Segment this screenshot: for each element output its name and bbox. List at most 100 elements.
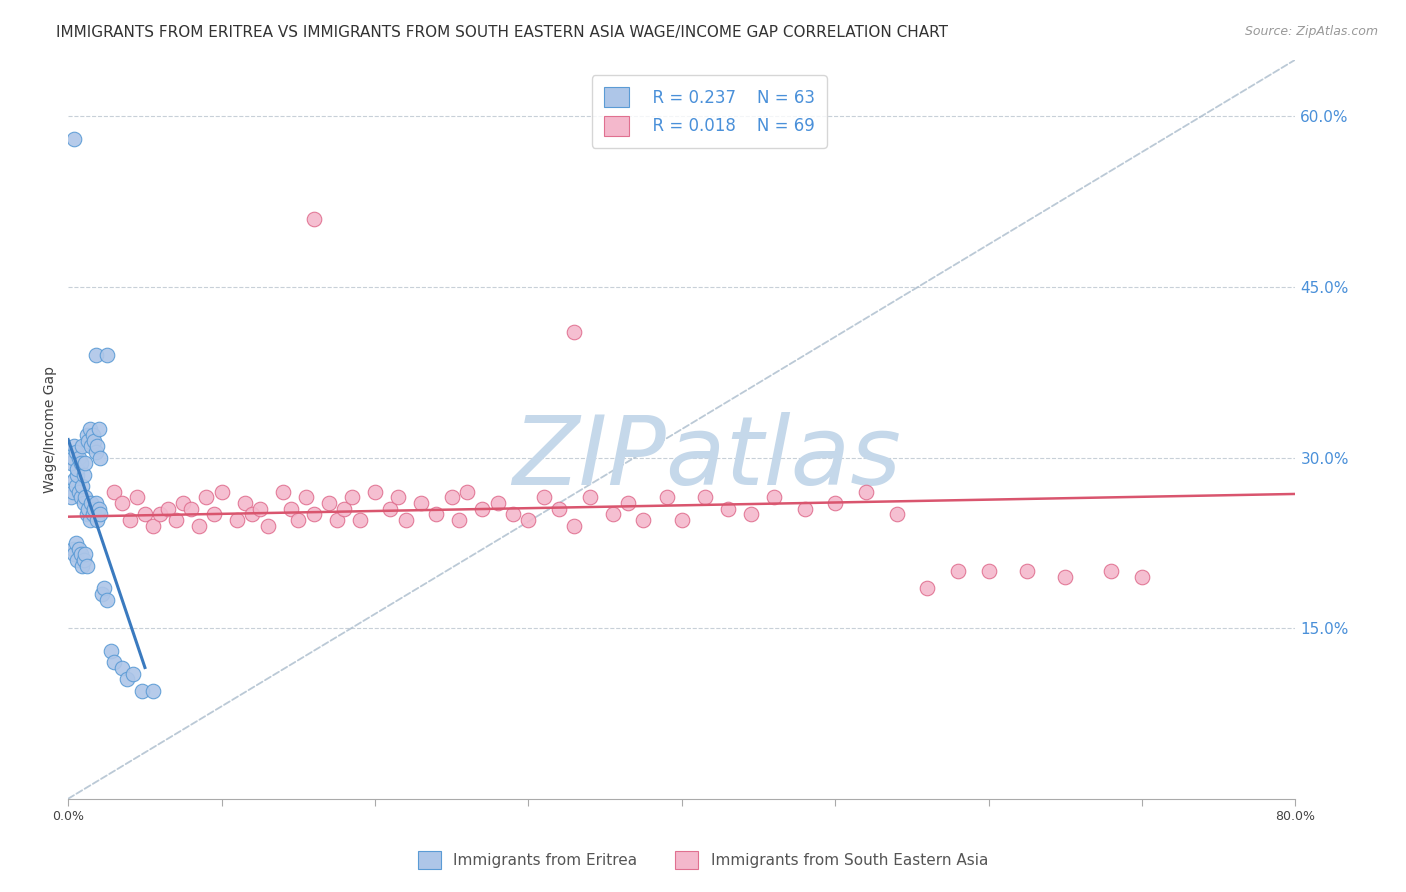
Point [70,439,93,453]
Point [564,326,586,340]
Point [917,582,939,596]
Point [517,513,540,527]
Point [131,683,153,698]
Point [440,491,463,505]
Point [762,491,785,505]
Point [256,518,278,533]
Point [91,587,114,601]
Point [62,450,84,465]
Point [211,484,233,499]
Point [172,496,194,510]
Point [1054,570,1077,584]
Point [89,450,111,465]
Point [302,508,325,522]
Point [395,513,418,527]
Point [602,508,624,522]
Point [271,484,294,499]
Point [564,518,586,533]
Point [82,508,104,522]
Point [380,501,402,516]
Point [655,491,678,505]
Point [66,553,89,567]
Point [195,491,218,505]
Point [79,422,101,436]
Point [456,484,478,499]
Point [142,518,165,533]
Point [77,434,100,448]
Point [387,491,409,505]
Point [84,348,107,362]
Point [134,508,156,522]
Point [80,439,103,453]
Point [502,508,524,522]
Point [149,508,172,522]
Point [449,513,471,527]
Point [86,513,108,527]
Point [287,513,309,527]
Point [202,508,225,522]
Point [103,655,125,669]
Point [69,456,91,470]
Point [86,439,108,453]
Point [471,501,494,516]
Point [115,673,138,687]
Point [67,484,90,499]
Point [75,491,97,505]
Point [886,508,908,522]
Point [740,508,762,522]
Point [62,484,84,499]
Point [70,479,93,493]
Point [77,501,100,516]
Point [977,564,1000,578]
Point [103,484,125,499]
Point [548,501,571,516]
Point [671,513,693,527]
Point [60,456,83,470]
Point [187,518,209,533]
Point [226,513,249,527]
Point [533,491,555,505]
Point [364,484,387,499]
Point [409,496,432,510]
Point [142,683,165,698]
Point [165,513,187,527]
Point [72,467,94,482]
Legend: Immigrants from Eritrea, Immigrants from South Eastern Asia: Immigrants from Eritrea, Immigrants from… [412,845,994,875]
Point [240,508,263,522]
Point [824,496,846,510]
Point [75,547,97,561]
Point [84,496,107,510]
Point [82,427,104,442]
Point [1099,564,1122,578]
Point [63,132,86,146]
Point [87,422,110,436]
Point [69,491,91,505]
Y-axis label: Wage/Income Gap: Wage/Income Gap [44,366,58,492]
Point [793,501,815,516]
Legend:   R = 0.237    N = 63,   R = 0.018    N = 69: R = 0.237 N = 63, R = 0.018 N = 69 [592,75,827,148]
Point [63,439,86,453]
Point [100,644,122,658]
Point [318,496,340,510]
Point [180,501,202,516]
Point [66,467,89,482]
Point [295,491,318,505]
Point [93,582,115,596]
Point [325,513,347,527]
Point [83,434,105,448]
Point [280,501,302,516]
Point [83,501,105,516]
Point [486,496,509,510]
Point [66,462,89,476]
Point [717,501,740,516]
Point [65,536,87,550]
Point [79,513,101,527]
Point [76,558,98,573]
Point [87,501,110,516]
Point [111,661,134,675]
Point [60,491,83,505]
Point [617,496,640,510]
Point [76,508,98,522]
Point [340,491,363,505]
Point [233,496,256,510]
